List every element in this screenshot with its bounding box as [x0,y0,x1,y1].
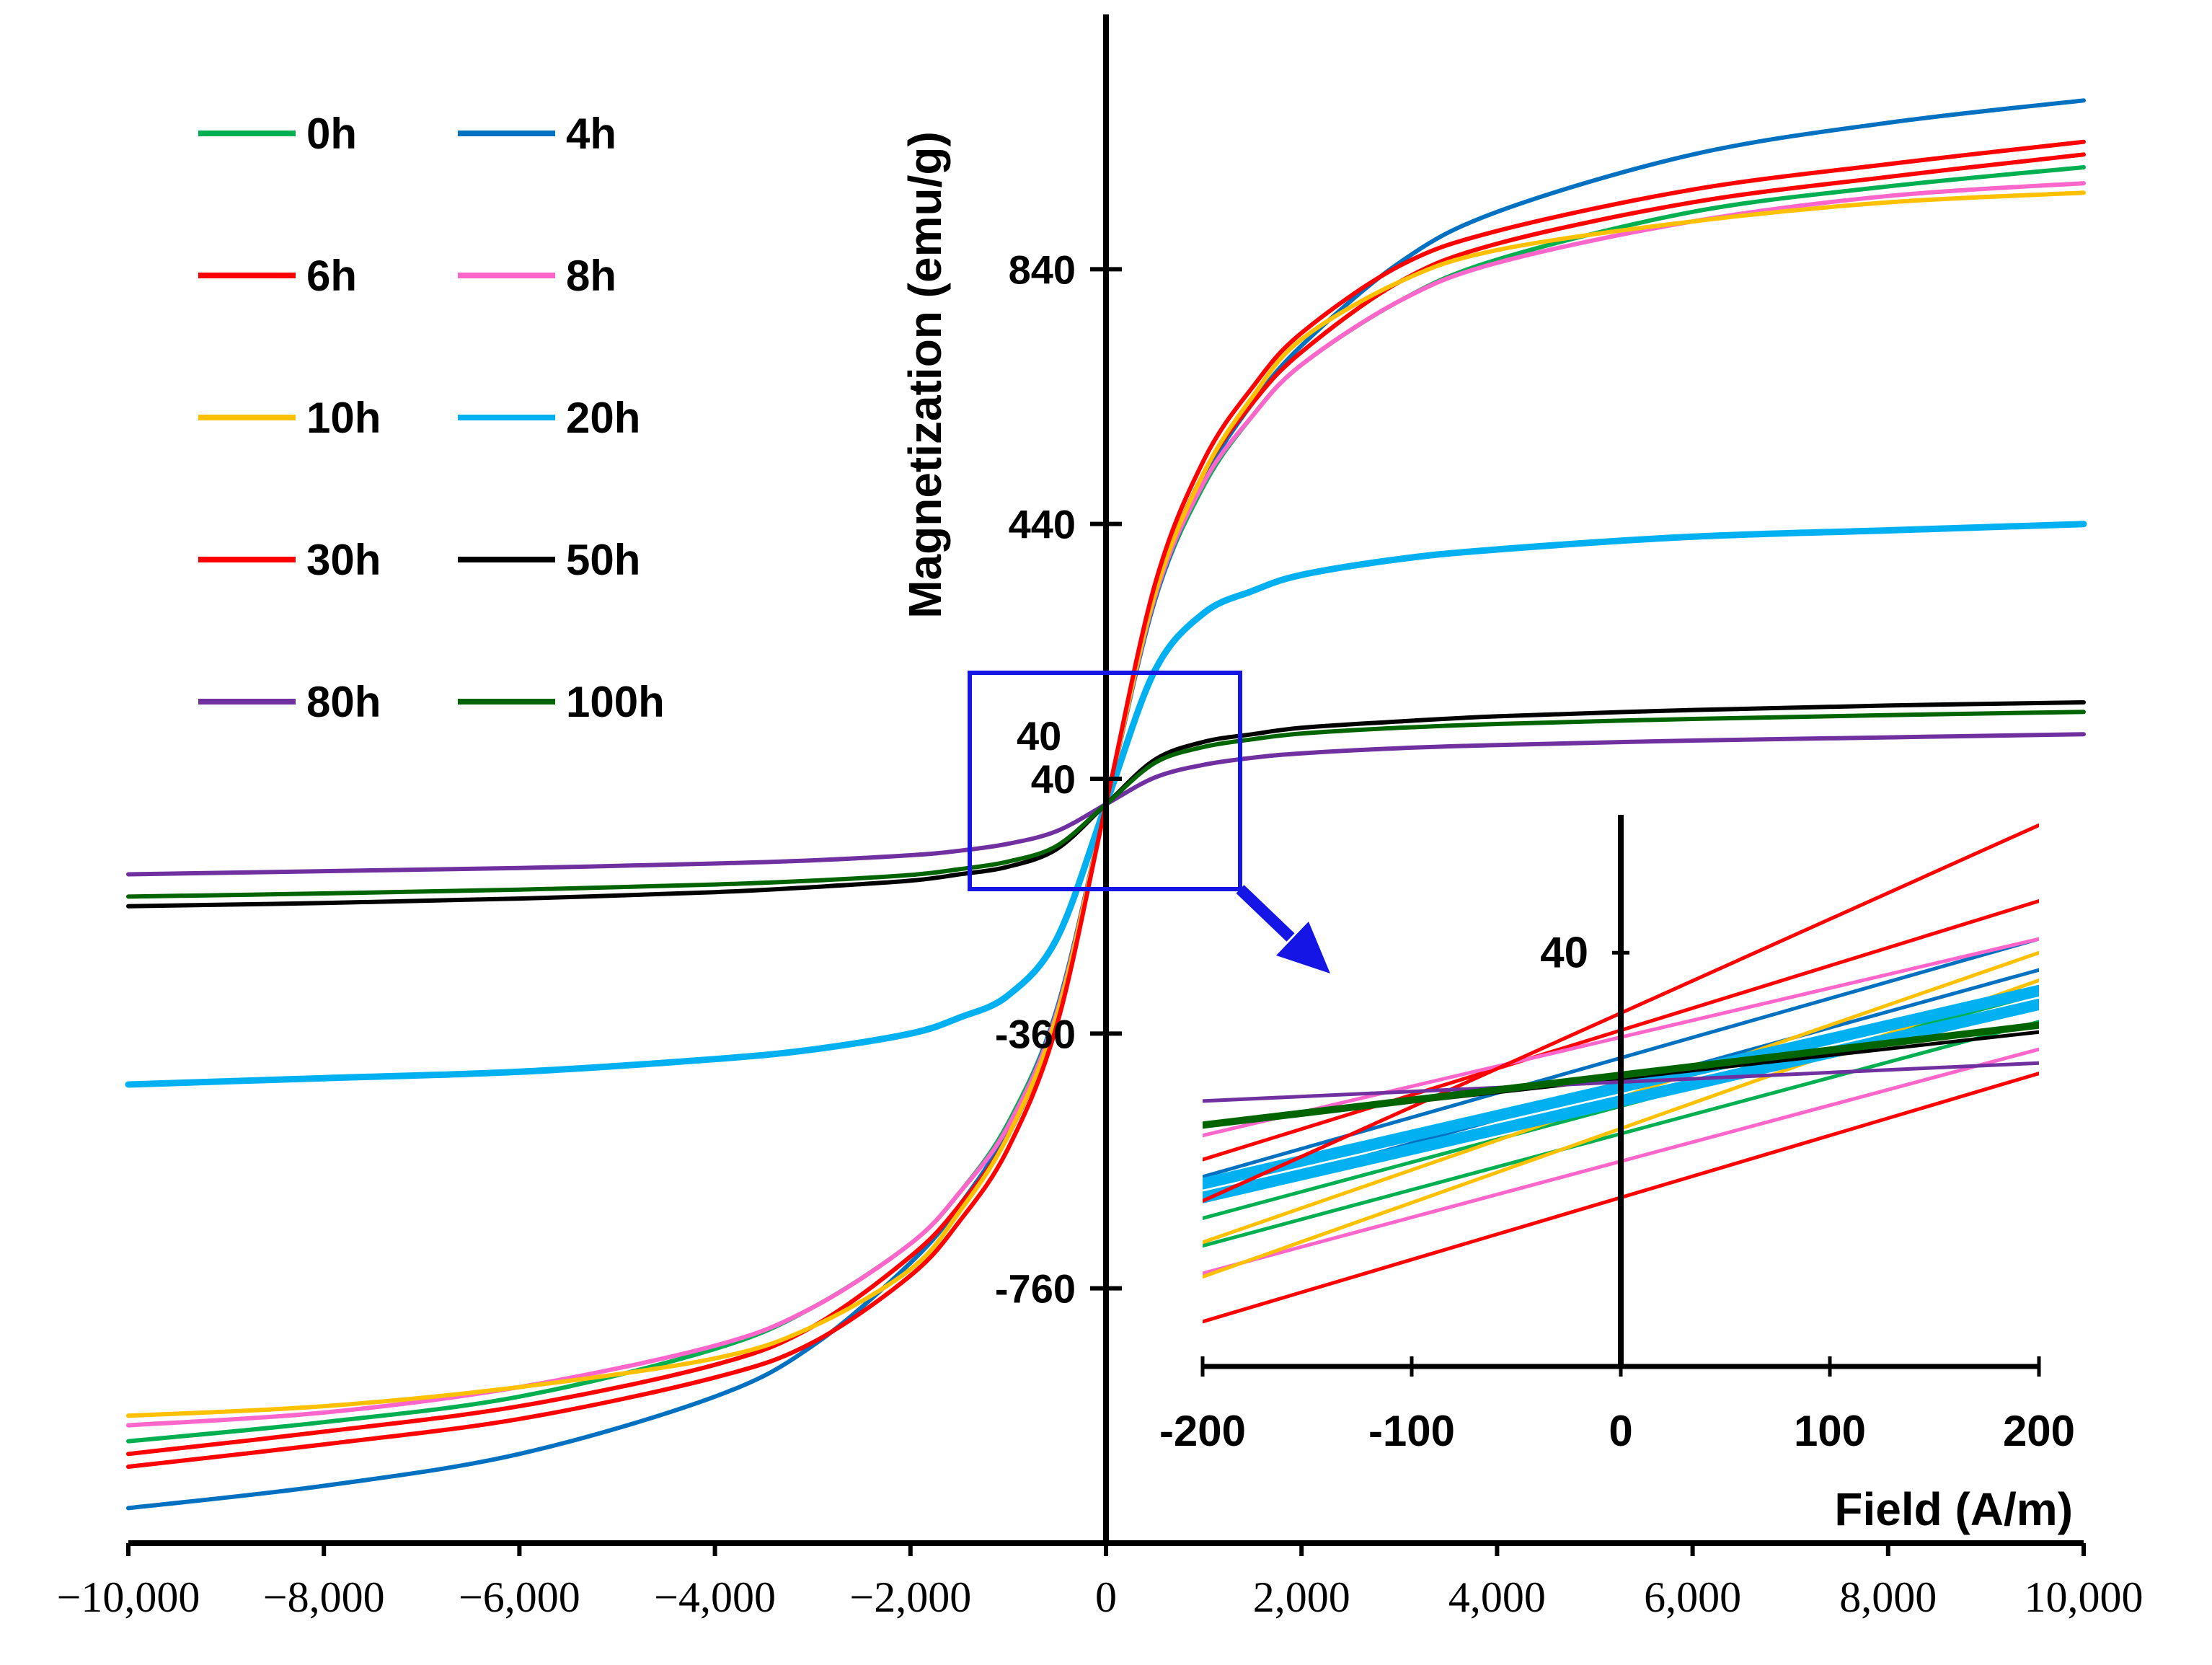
legend-item-80h: 80h [198,678,381,726]
x-tick-label: −6,000 [459,1573,580,1621]
legend-item-6h: 6h [198,252,357,300]
inset-x-tick-label: 200 [2003,1407,2075,1455]
legend-item-4h: 4h [458,110,616,158]
legend-label: 100h [566,678,665,726]
legend-item-10h: 10h [198,394,381,442]
x-tick-label: −8,000 [263,1573,385,1621]
legend-label: 20h [566,394,640,442]
y-tick-label: 440 [1009,502,1076,547]
legend-item-100h: 100h [458,678,665,726]
legend-label: 10h [306,394,381,442]
legend-item-0h: 0h [198,110,357,158]
legend-label: 0h [306,110,357,158]
legend-label: 80h [306,678,381,726]
inset-y-tick-label: 40 [1540,928,1588,976]
x-tick-label: −4,000 [654,1573,776,1621]
main-axes: −10,000 −8,000 −6,000 −4,000 −2,000 0 2,000 4,0… [57,14,2144,1621]
zoom-box: 40 [968,671,1330,973]
legend-label: 8h [566,252,616,300]
x-tick-label: −10,000 [57,1573,200,1621]
legend-item-8h: 8h [458,252,616,300]
x-tick-label: 0 [1095,1573,1117,1621]
legend-item-50h: 50h [458,536,640,584]
legend-item-30h: 30h [198,536,381,584]
inset-x-tick-label: 100 [1794,1407,1866,1455]
x-tick-label: −2,000 [849,1573,971,1621]
zoom-rectangle [968,671,1242,891]
zoom-arrow-head [1276,922,1330,973]
inset-x-tick-label: -200 [1159,1407,1246,1455]
x-tick-label: 4,000 [1448,1573,1546,1621]
y-tick-label: -360 [995,1011,1076,1056]
y-tick-label: 840 [1009,247,1076,292]
legend-label: 50h [566,536,640,584]
zoom-arrow-shaft [1236,885,1295,942]
legend-label: 4h [566,110,616,158]
legend: 0h 4h 6h 8h 10h 20h 30h 50h 80h 100h [198,110,665,726]
legend-label: 6h [306,252,357,300]
inset-x-tick-label: 0 [1609,1407,1632,1455]
inset-chart: -200 -100 0 100 200 40 Field (A/m) [1159,815,2075,1535]
inset-axes: -200 -100 0 100 200 40 Field (A/m) [1159,815,2075,1535]
y-tick-label: -760 [995,1266,1076,1312]
legend-item-20h: 20h [458,394,640,442]
x-tick-label: 8,000 [1839,1573,1937,1621]
inset-x-tick-label: -100 [1368,1407,1455,1455]
zoom-box-label: 40 [1017,713,1061,759]
legend-label: 30h [306,536,381,584]
inset-x-axis-title: Field (A/m) [1834,1483,2073,1535]
x-tick-label: 10,000 [2025,1573,2144,1621]
y-axis-title: Magnetization (emu/g) [899,131,951,619]
y-tick-label: 40 [1031,756,1076,802]
x-tick-label: 2,000 [1253,1573,1350,1621]
x-tick-label: 6,000 [1644,1573,1741,1621]
